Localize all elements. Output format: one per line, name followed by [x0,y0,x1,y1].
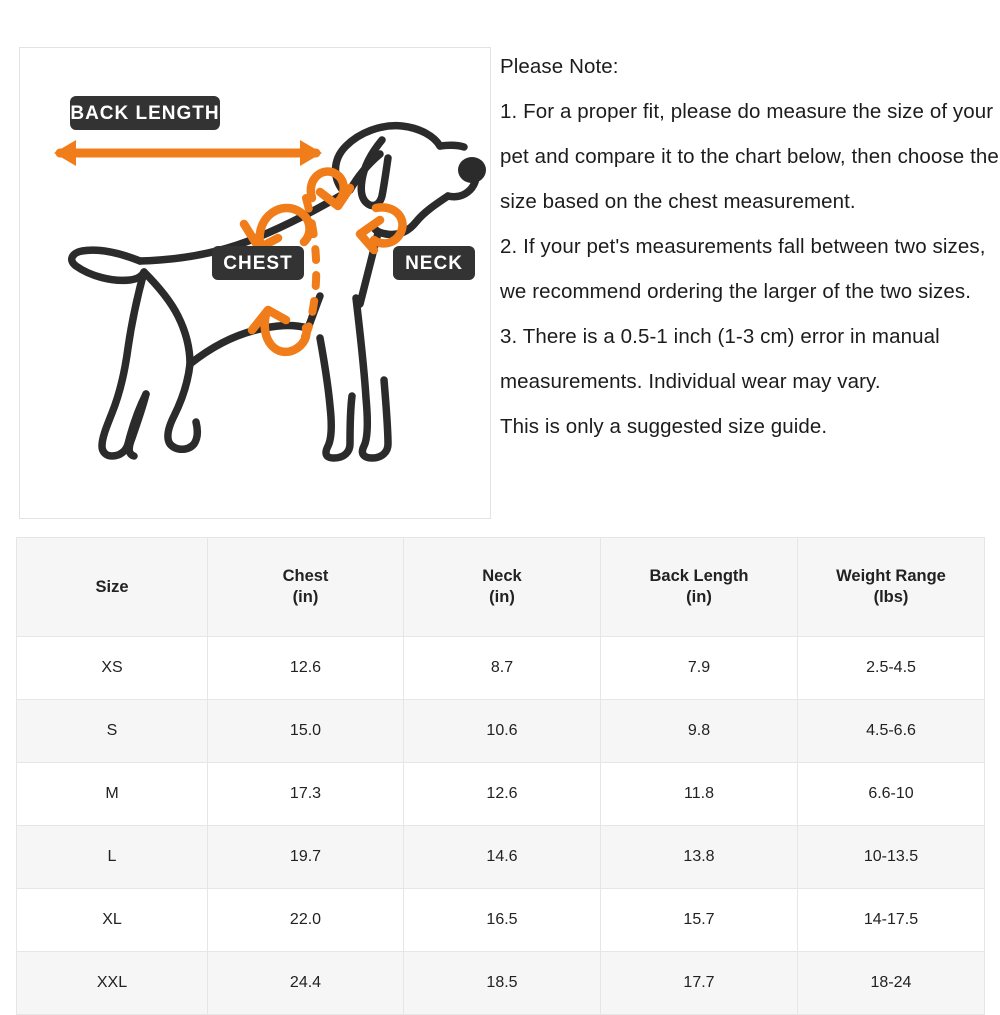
size-chart-table-wrapper: Size Chest (in) Neck (in) Back Length (i… [16,537,985,1015]
chest-label-text: CHEST [223,253,292,274]
note-line: pet and compare it to the chart below, t… [500,145,999,168]
note-line: 1. For a proper fit, please do measure t… [500,100,994,123]
cell-size: L [16,825,208,889]
note-line: size based on the chest measurement. [500,190,856,213]
cell-weight-range: 2.5-4.5 [797,636,985,700]
note-line: measurements. Individual wear may vary. [500,370,881,393]
note-line: we recommend ordering the larger of the … [500,280,972,303]
cell-weight-range: 14-17.5 [797,888,985,952]
cell-size: M [16,762,208,826]
dog-measurement-diagram-panel: BACK LENGTH CHEST NECK [19,47,491,519]
cell-neck: 18.5 [403,951,601,1015]
note-heading: Please Note: [500,55,619,78]
back-length-label-text: BACK LENGTH [70,103,219,124]
cell-weight-range: 18-24 [797,951,985,1015]
cell-size: XS [16,636,208,700]
please-note-panel: Please Note: 1. For a proper fit, please… [500,44,1000,449]
column-header-unit: (in) [292,588,319,606]
dog-ear-outline [357,136,392,210]
cell-back-length: 7.9 [600,636,798,700]
cell-weight-range: 4.5-6.6 [797,699,985,763]
column-header-label: Size [95,577,129,596]
top-section: BACK LENGTH CHEST NECK Please Note: 1. F… [19,44,1000,519]
back-length-arrow-icon [54,140,322,166]
cell-weight-range: 10-13.5 [797,825,985,889]
column-header-unit: (lbs) [873,588,909,606]
cell-back-length: 15.7 [600,888,798,952]
neck-loop-arrow-icon [355,203,407,255]
table-row: M 17.3 12.6 11.8 6.6-10 [16,762,985,826]
column-header-label: Neck [482,567,522,585]
column-header-unit: (in) [686,588,712,606]
table-header-row: Size Chest (in) Neck (in) Back Length (i… [16,537,985,637]
table-row: XXL 24.4 18.5 17.7 18-24 [16,951,985,1015]
table-body: XS 12.6 8.7 7.9 2.5-4.5 S 15.0 10.6 9.8 … [16,636,985,1015]
cell-size: XXL [16,951,208,1015]
cell-weight-range: 6.6-10 [797,762,985,826]
back-length-label: BACK LENGTH [70,96,220,130]
chest-withers-arrow-icon [306,167,355,211]
cell-neck: 14.6 [403,825,601,889]
column-header-weight-range: Weight Range (lbs) [797,537,985,637]
cell-back-length: 13.8 [600,825,798,889]
cell-size: S [16,699,208,763]
note-line: This is only a suggested size guide. [500,415,828,438]
cell-chest: 15.0 [207,699,404,763]
cell-chest: 12.6 [207,636,404,700]
cell-chest: 24.4 [207,951,404,1015]
table-row: XL 22.0 16.5 15.7 14-17.5 [16,888,985,952]
column-header-back-length: Back Length (in) [600,537,798,637]
cell-neck: 12.6 [403,762,601,826]
column-header-label: Weight Range [836,567,946,585]
dog-outline-icon: BACK LENGTH CHEST NECK [54,96,486,462]
cell-chest: 22.0 [207,888,404,952]
neck-label-text: NECK [405,253,463,274]
column-header-unit: (in) [489,588,515,606]
table-row: L 19.7 14.6 13.8 10-13.5 [16,825,985,889]
column-header-label: Chest [282,567,329,585]
table-row: XS 12.6 8.7 7.9 2.5-4.5 [16,636,985,700]
size-chart-table: Size Chest (in) Neck (in) Back Length (i… [16,537,985,1015]
cell-back-length: 11.8 [600,762,798,826]
cell-chest: 17.3 [207,762,404,826]
cell-chest: 19.7 [207,825,404,889]
chest-label: CHEST [212,246,304,280]
cell-size: XL [16,888,208,952]
column-header-neck: Neck (in) [403,537,601,637]
cell-back-length: 17.7 [600,951,798,1015]
neck-label: NECK [393,246,475,280]
cell-back-length: 9.8 [600,699,798,763]
column-header-label: Back Length [649,567,749,585]
cell-neck: 10.6 [403,699,601,763]
note-line: 2. If your pet's measurements fall betwe… [500,235,986,258]
dog-nose-icon [458,157,486,183]
column-header-chest: Chest (in) [207,537,404,637]
table-header: Size Chest (in) Neck (in) Back Length (i… [16,537,985,637]
table-row: S 15.0 10.6 9.8 4.5-6.6 [16,699,985,763]
note-line: 3. There is a 0.5-1 inch (1-3 cm) error … [500,325,940,348]
cell-neck: 16.5 [403,888,601,952]
cell-neck: 8.7 [403,636,601,700]
column-header-size: Size [16,537,208,637]
chest-bottom-loop-arrow-icon [247,305,311,356]
